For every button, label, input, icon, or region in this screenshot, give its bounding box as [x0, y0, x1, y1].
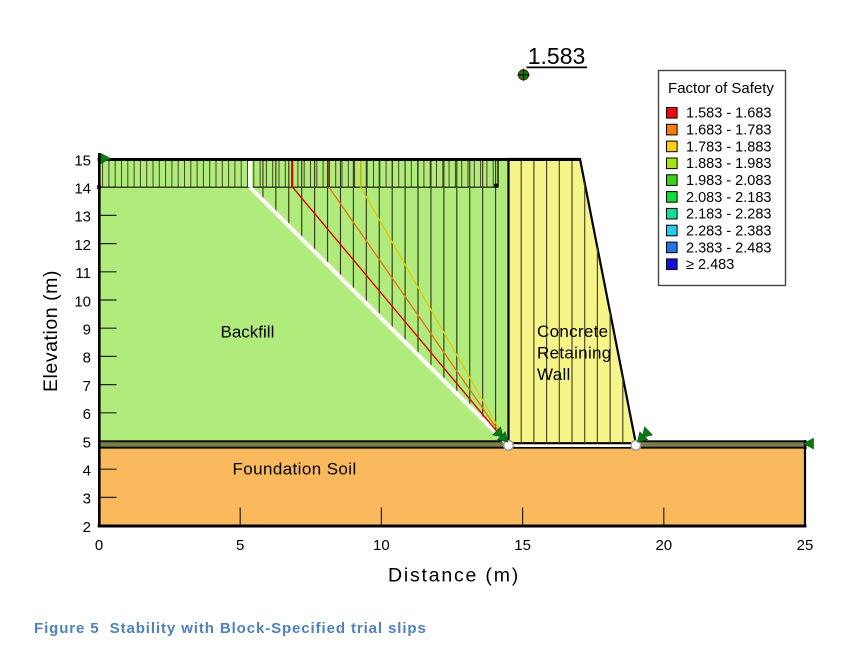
svg-text:0: 0 [95, 537, 103, 554]
svg-text:15: 15 [514, 537, 531, 554]
svg-text:3: 3 [83, 491, 91, 508]
svg-text:2.083 - 2.183: 2.083 - 2.183 [686, 190, 771, 206]
svg-text:15: 15 [74, 152, 91, 169]
svg-text:5: 5 [83, 434, 91, 451]
svg-text:9: 9 [83, 322, 91, 339]
svg-text:1.683 - 1.783: 1.683 - 1.783 [686, 123, 771, 139]
svg-text:4: 4 [83, 463, 91, 480]
svg-text:Elevation (m): Elevation (m) [40, 270, 62, 392]
svg-text:12: 12 [74, 237, 91, 254]
svg-text:1.783 - 1.883: 1.783 - 1.883 [686, 139, 771, 155]
svg-text:Factor of Safety: Factor of Safety [668, 80, 774, 97]
svg-text:14: 14 [74, 181, 91, 198]
svg-text:2: 2 [83, 519, 91, 536]
svg-text:1.583 - 1.683: 1.583 - 1.683 [686, 106, 771, 122]
svg-text:5: 5 [236, 537, 244, 554]
svg-text:≥ 2.483: ≥ 2.483 [686, 257, 734, 273]
svg-text:13: 13 [74, 209, 91, 226]
svg-text:20: 20 [655, 537, 672, 554]
svg-text:7: 7 [83, 378, 91, 395]
svg-text:Foundation Soil: Foundation Soil [233, 460, 357, 479]
svg-text:1.583: 1.583 [528, 43, 586, 69]
svg-text:11: 11 [75, 265, 91, 282]
svg-text:Wall: Wall [537, 365, 571, 384]
svg-text:10: 10 [74, 293, 91, 310]
svg-text:2.383 - 2.483: 2.383 - 2.483 [686, 240, 771, 256]
svg-text:6: 6 [83, 406, 91, 423]
svg-text:Backfill: Backfill [221, 322, 275, 341]
svg-text:Concrete: Concrete [537, 322, 608, 341]
svg-text:8: 8 [83, 350, 91, 367]
svg-text:1.983 - 2.083: 1.983 - 2.083 [686, 173, 771, 189]
svg-text:25: 25 [797, 537, 814, 554]
svg-text:Figure 5 Stability with Block: Figure 5 Stability with Block-Specified … [34, 620, 427, 637]
svg-text:10: 10 [373, 537, 390, 554]
svg-text:Retaining: Retaining [537, 344, 612, 363]
svg-text:1.883 - 1.983: 1.883 - 1.983 [686, 156, 771, 172]
svg-text:2.183 - 2.283: 2.183 - 2.283 [686, 207, 771, 223]
svg-text:Distance (m): Distance (m) [388, 565, 520, 587]
svg-text:2.283 - 2.383: 2.283 - 2.383 [686, 223, 771, 239]
